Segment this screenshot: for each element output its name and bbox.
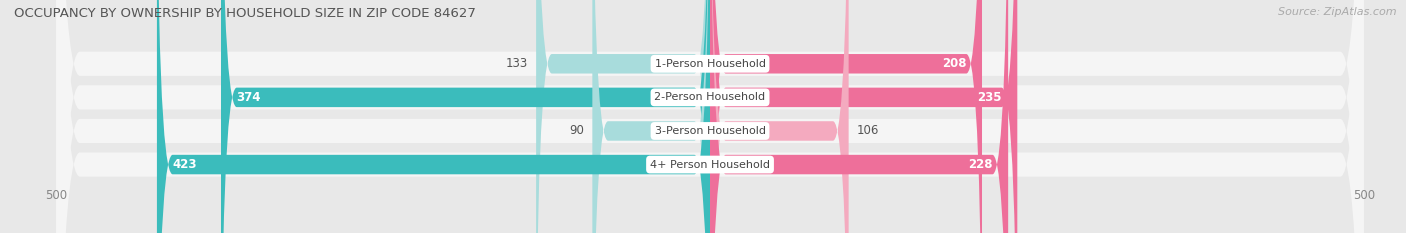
Text: OCCUPANCY BY OWNERSHIP BY HOUSEHOLD SIZE IN ZIP CODE 84627: OCCUPANCY BY OWNERSHIP BY HOUSEHOLD SIZE…: [14, 7, 477, 20]
Text: Source: ZipAtlas.com: Source: ZipAtlas.com: [1278, 7, 1396, 17]
Text: 1-Person Household: 1-Person Household: [655, 59, 765, 69]
Text: 228: 228: [967, 158, 993, 171]
FancyBboxPatch shape: [221, 0, 710, 233]
Text: 4+ Person Household: 4+ Person Household: [650, 160, 770, 170]
FancyBboxPatch shape: [710, 0, 981, 233]
FancyBboxPatch shape: [56, 0, 1364, 233]
FancyBboxPatch shape: [56, 0, 1364, 233]
FancyBboxPatch shape: [536, 0, 710, 233]
FancyBboxPatch shape: [56, 0, 1364, 233]
Text: 374: 374: [236, 91, 262, 104]
Text: 235: 235: [977, 91, 1001, 104]
FancyBboxPatch shape: [592, 0, 710, 233]
FancyBboxPatch shape: [157, 0, 710, 233]
FancyBboxPatch shape: [56, 0, 1364, 233]
FancyBboxPatch shape: [710, 0, 1008, 233]
Text: 2-Person Household: 2-Person Household: [654, 92, 766, 102]
FancyBboxPatch shape: [710, 0, 1018, 233]
Text: 106: 106: [856, 124, 879, 137]
Text: 208: 208: [942, 57, 966, 70]
Text: 90: 90: [569, 124, 585, 137]
Text: 423: 423: [173, 158, 197, 171]
Text: 133: 133: [506, 57, 529, 70]
Text: 3-Person Household: 3-Person Household: [655, 126, 765, 136]
FancyBboxPatch shape: [710, 0, 849, 233]
